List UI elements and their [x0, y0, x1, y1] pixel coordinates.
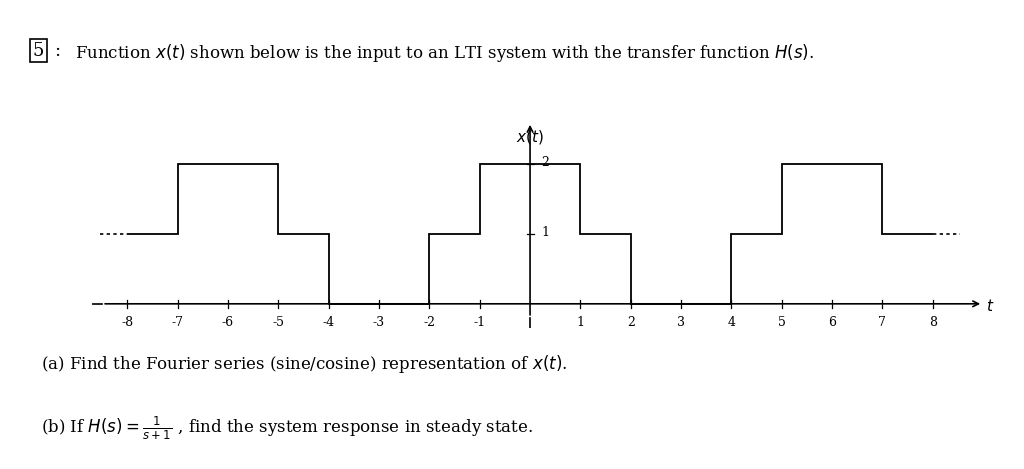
Text: 6: 6 [828, 316, 836, 329]
Text: 3: 3 [677, 316, 685, 329]
Text: 5: 5 [778, 316, 785, 329]
Text: -6: -6 [222, 316, 234, 329]
Text: (b) If $H(s) = \frac{1}{s+1}$ , find the system response in steady state.: (b) If $H(s) = \frac{1}{s+1}$ , find the… [41, 415, 534, 442]
Text: 2: 2 [627, 316, 635, 329]
Text: -5: -5 [272, 316, 285, 329]
Text: 1: 1 [577, 316, 585, 329]
Text: Function $x(t)$ shown below is the input to an LTI system with the transfer func: Function $x(t)$ shown below is the input… [75, 42, 814, 64]
Text: $t$: $t$ [985, 298, 994, 314]
Text: -4: -4 [323, 316, 335, 329]
Text: 2: 2 [541, 156, 549, 169]
Text: 8: 8 [929, 316, 937, 329]
Text: -3: -3 [373, 316, 385, 329]
Text: 1: 1 [541, 226, 549, 239]
Text: 7: 7 [879, 316, 887, 329]
Text: -1: -1 [474, 316, 485, 329]
Text: -7: -7 [172, 316, 183, 329]
Text: -2: -2 [423, 316, 435, 329]
Text: $x(t)$: $x(t)$ [516, 128, 544, 145]
Text: (a) Find the Fourier series (sine/cosine) representation of $x(t)$.: (a) Find the Fourier series (sine/cosine… [41, 353, 567, 375]
Text: -8: -8 [121, 316, 133, 329]
Text: :: : [54, 42, 60, 60]
Text: 5: 5 [33, 42, 44, 60]
Text: 4: 4 [727, 316, 735, 329]
